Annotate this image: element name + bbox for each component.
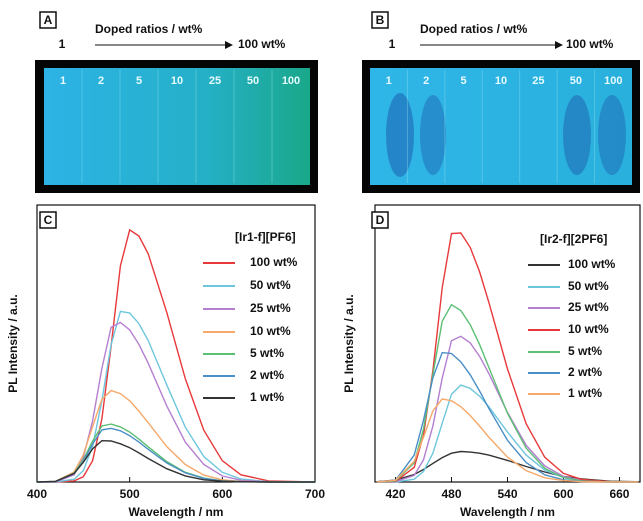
panel-label: C <box>44 213 53 227</box>
vial-label: 25 <box>209 75 221 87</box>
vial-label: 50 <box>247 75 259 87</box>
legend-title: [Ir1-f][PF6] <box>235 230 296 244</box>
vial-label: 100 <box>604 75 622 87</box>
spectrum-line <box>37 310 316 483</box>
legend-label: 2 wt% <box>568 365 602 379</box>
vial-label: 10 <box>171 75 183 87</box>
photo <box>44 68 310 185</box>
legend-label: 5 wt% <box>568 344 602 358</box>
legend-label: 2 wt% <box>250 368 284 382</box>
x-axis-title: Wavelength / nm <box>129 505 224 519</box>
spectrum-line <box>376 351 639 483</box>
spectrum-line <box>37 228 316 483</box>
panel-label-box <box>39 211 57 229</box>
legend-label: 100 wt% <box>568 257 616 271</box>
vial-label: 2 <box>423 75 429 87</box>
heading: Doped ratios / wt% <box>95 22 203 36</box>
range-start: 1 <box>59 37 66 51</box>
legend-label: 1 wt% <box>568 386 602 400</box>
vial-spot <box>386 93 414 177</box>
legend-label: 100 wt% <box>250 255 298 269</box>
legend-label: 50 wt% <box>568 279 609 293</box>
legend-label: 10 wt% <box>250 324 291 338</box>
y-axis-title: PL Intensity / a.u. <box>6 294 20 392</box>
x-tick-label: 420 <box>386 487 406 501</box>
spectrum-line <box>376 398 639 483</box>
vial-label: 5 <box>461 75 467 87</box>
plot-frame <box>36 204 316 483</box>
vial-label: 50 <box>570 75 582 87</box>
spectrum-line <box>36 439 315 483</box>
vial-label: 2 <box>98 75 104 87</box>
panel-label: A <box>44 13 53 27</box>
vial-label: 1 <box>386 75 392 87</box>
legend-title: [Ir2-f][2PF6] <box>540 232 607 246</box>
x-tick-label: 660 <box>609 487 629 501</box>
vial-label: 10 <box>495 75 507 87</box>
x-tick-label: 480 <box>441 487 461 501</box>
vial-spot <box>598 95 626 175</box>
panel-label-box <box>371 211 389 229</box>
vial-label: 100 <box>282 75 300 87</box>
spectrum-line <box>37 321 316 483</box>
vial-label: 1 <box>60 75 66 87</box>
vial-spot <box>420 95 446 175</box>
vial-spot <box>563 95 591 175</box>
panel-label: B <box>376 13 385 27</box>
legend-label: 50 wt% <box>250 278 291 292</box>
heading: Doped ratios / wt% <box>420 22 528 36</box>
x-axis-title: Wavelength / nm <box>460 505 555 519</box>
range-end: 100 wt% <box>566 37 614 51</box>
vial-label: 25 <box>532 75 544 87</box>
y-axis-title: PL Intensity / a.u. <box>342 294 356 392</box>
spectrum-line <box>376 303 639 483</box>
spectrum-line <box>376 335 639 483</box>
panel-label-box <box>371 11 389 29</box>
x-tick-label: 400 <box>27 487 47 501</box>
legend-label: 25 wt% <box>250 301 291 315</box>
legend-label: 10 wt% <box>568 322 609 336</box>
vial-label: 5 <box>136 75 142 87</box>
legend-label: 5 wt% <box>250 346 284 360</box>
x-tick-label: 600 <box>212 487 232 501</box>
legend-label: 1 wt% <box>250 390 284 404</box>
panel-label-box <box>39 11 57 29</box>
x-tick-label: 540 <box>497 487 517 501</box>
x-tick-label: 700 <box>305 487 325 501</box>
range-end: 100 wt% <box>238 37 286 51</box>
spectrum-line <box>36 423 315 483</box>
legend-label: 25 wt% <box>568 300 609 314</box>
panel-label: D <box>376 213 385 227</box>
range-start: 1 <box>389 37 396 51</box>
spectrum-line <box>36 389 315 483</box>
x-tick-label: 600 <box>553 487 573 501</box>
x-tick-label: 500 <box>120 487 140 501</box>
